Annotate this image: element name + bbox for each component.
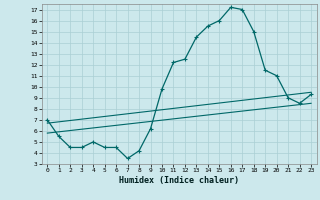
X-axis label: Humidex (Indice chaleur): Humidex (Indice chaleur) [119,176,239,185]
